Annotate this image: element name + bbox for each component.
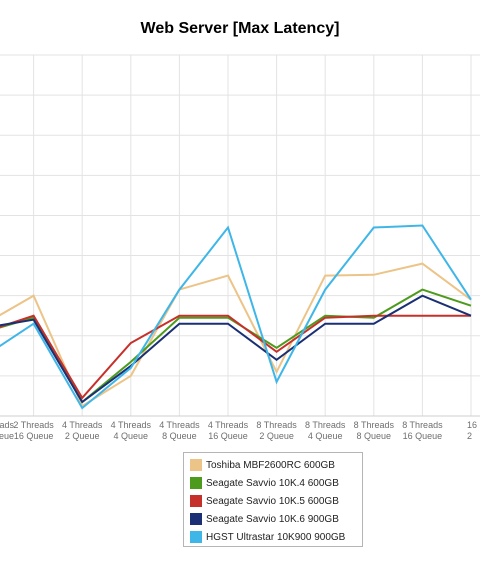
x-tick-label: 8 Threads 16 Queue xyxy=(402,420,443,441)
x-tick-label: 2 Threads 16 Queue xyxy=(13,420,54,441)
legend-item: Seagate Savvio 10K.5 600GB xyxy=(190,492,362,510)
series-line-1 xyxy=(0,262,472,408)
x-tick-label: 4 Threads 16 Queue xyxy=(208,420,249,441)
legend-item: Toshiba MBF2600RC 600GB xyxy=(190,456,362,474)
x-tick-label: 4 Threads 4 Queue xyxy=(111,420,152,441)
gridlines xyxy=(0,54,480,417)
series-line-5 xyxy=(0,224,472,410)
x-tick-label: 4 Threads 2 Queue xyxy=(62,420,103,441)
x-tick-label: 8 Threads 4 Queue xyxy=(305,420,346,441)
legend-swatch xyxy=(190,513,202,525)
x-tick-label: 8 Threads 2 Queue xyxy=(256,420,297,441)
x-tick-label: 16 2 xyxy=(467,420,477,441)
legend: Toshiba MBF2600RC 600GB Seagate Savvio 10… xyxy=(183,452,363,547)
series-lines xyxy=(0,224,472,410)
legend-label: Seagate Savvio 10K.4 600GB xyxy=(206,477,339,489)
series-line-2 xyxy=(0,288,472,404)
legend-label: Seagate Savvio 10K.5 600GB xyxy=(206,495,339,507)
legend-swatch xyxy=(190,495,202,507)
legend-swatch xyxy=(190,477,202,489)
legend-item: HGST Ultrastar 10K900 900GB xyxy=(190,528,362,546)
legend-swatch xyxy=(190,459,202,471)
legend-item: Seagate Savvio 10K.6 900GB xyxy=(190,510,362,528)
legend-label: Toshiba MBF2600RC 600GB xyxy=(206,459,335,471)
legend-label: Seagate Savvio 10K.6 900GB xyxy=(206,513,339,525)
x-tick-label: ThreadsQueue xyxy=(0,420,14,441)
x-tick-label: 4 Threads 8 Queue xyxy=(159,420,200,441)
legend-item: Seagate Savvio 10K.4 600GB xyxy=(190,474,362,492)
x-tick-label: 8 Threads 8 Queue xyxy=(354,420,395,441)
series-line-4 xyxy=(0,294,472,404)
legend-swatch xyxy=(190,531,202,543)
series-line-3 xyxy=(0,314,471,400)
chart-title: Web Server [Max Latency] xyxy=(140,20,340,37)
legend-label: HGST Ultrastar 10K900 900GB xyxy=(206,531,346,543)
